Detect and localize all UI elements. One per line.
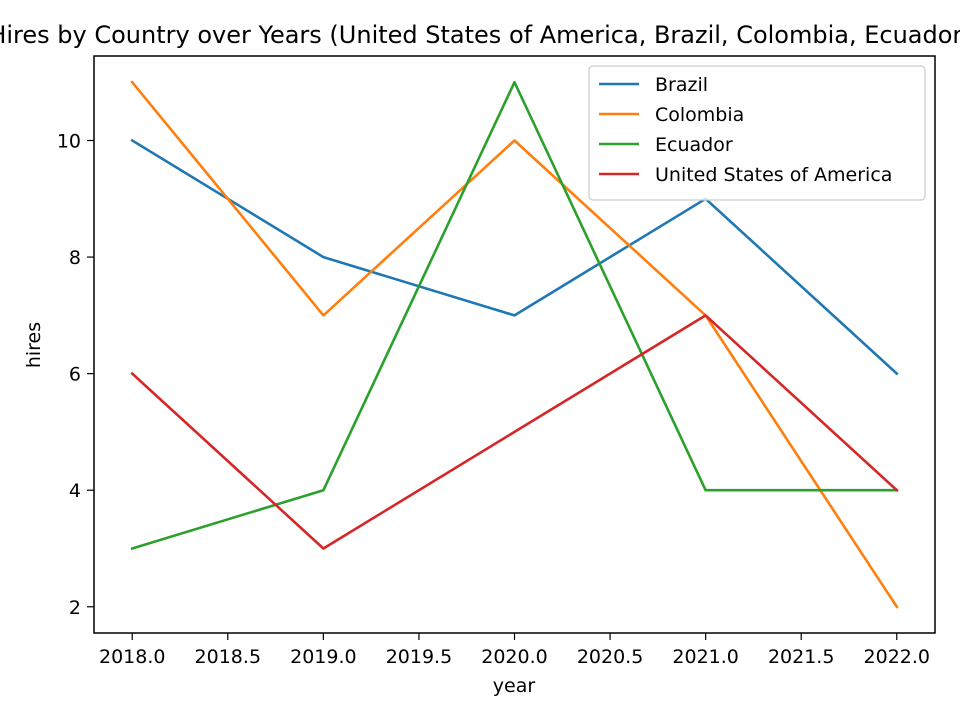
series-line-colombia (130, 80, 899, 609)
y-tick-label: 2 (69, 597, 81, 619)
x-tick-label: 2020.5 (577, 646, 643, 668)
x-tick-label: 2019.5 (386, 646, 452, 668)
x-tick-label: 2022.0 (864, 646, 930, 668)
x-tick-label: 2018.0 (99, 646, 165, 668)
x-axis: 2018.0 2018.5 2019.0 2019.5 2020.0 2020.5 2021… (99, 633, 930, 668)
series-line-brazil (130, 138, 899, 376)
y-tick-label: 10 (57, 131, 81, 153)
y-axis: 2 4 6 8 10 (57, 131, 94, 619)
legend: Brazil Colombia Ecuador United States of Am… (588, 65, 926, 201)
y-tick-label: 4 (69, 480, 81, 502)
y-axis-label: hires (23, 322, 45, 368)
x-tick-label: 2021.0 (672, 646, 738, 668)
y-tick-label: 6 (69, 364, 81, 386)
y-tick-label: 8 (69, 247, 81, 269)
series-line-ecuador (130, 80, 899, 551)
legend-label: Ecuador (655, 134, 733, 156)
x-tick-label: 2019.0 (290, 646, 356, 668)
x-axis-label: year (493, 675, 536, 697)
series-line-united-states-of-america (130, 314, 899, 550)
legend-label: United States of America (655, 164, 892, 186)
legend-label: Brazil (655, 74, 708, 96)
x-tick-label: 2020.0 (481, 646, 547, 668)
x-tick-label: 2021.5 (768, 646, 834, 668)
legend-box (588, 65, 926, 201)
x-tick-label: 2018.5 (195, 646, 261, 668)
legend-label: Colombia (655, 104, 744, 126)
chart-title: Hires by Country over Years (United Stat… (0, 21, 960, 49)
